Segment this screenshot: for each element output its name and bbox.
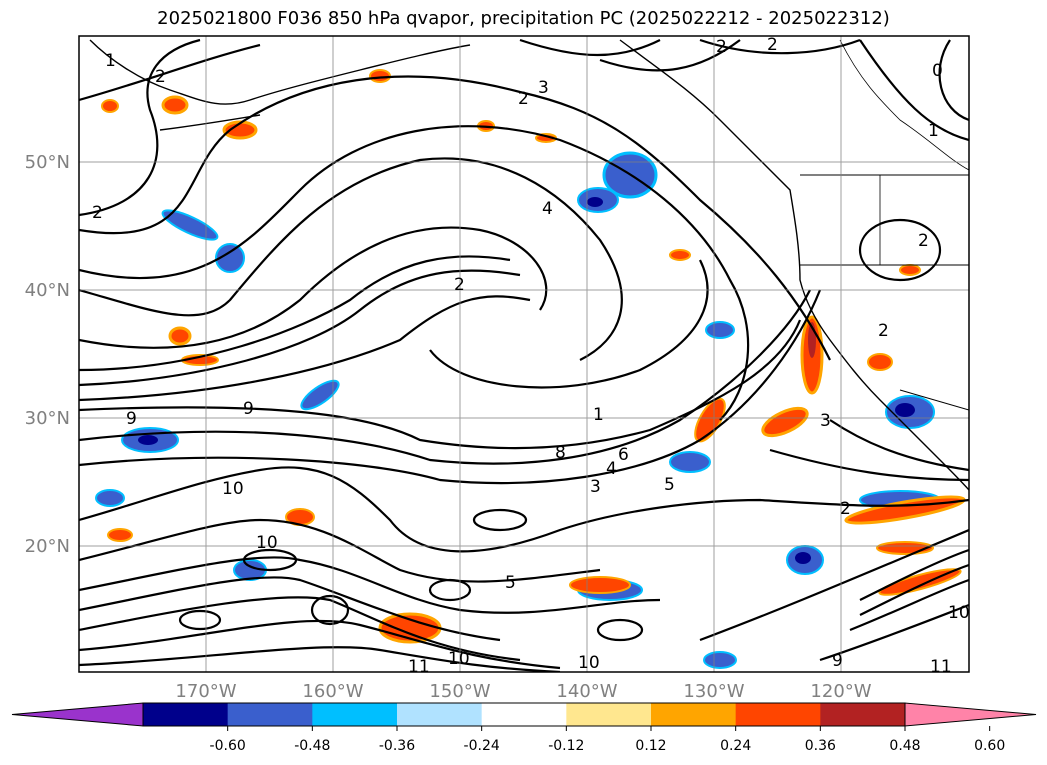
contour-label: 4	[542, 199, 553, 219]
contour-label: 3	[820, 411, 831, 431]
contour-label: 4	[606, 459, 617, 479]
qvapor-contours	[79, 38, 969, 672]
lat-label: 20°N	[25, 536, 70, 557]
map-frame	[78, 35, 970, 673]
contour-label: 11	[930, 657, 952, 677]
contour-label: 8	[555, 443, 566, 463]
lon-label: 130°W	[683, 681, 744, 702]
colorbar-segment	[651, 703, 737, 726]
colorbar-segment	[820, 703, 906, 726]
colorbar-segment	[227, 703, 313, 726]
contour-label: 10	[256, 533, 278, 553]
colorbar-tick-label: 0.12	[635, 738, 666, 754]
longitude-labels: 170°W 160°W 150°W 140°W 130°W 120°W	[175, 681, 871, 702]
lon-label: 170°W	[175, 681, 236, 702]
contour-labels: 1 2 2 2 3 2 2 2 4 2 0 1 2 9 9 10 10 8 6 …	[92, 35, 970, 677]
contour-label: 2	[840, 499, 851, 519]
contour-label: 2	[518, 89, 529, 109]
contour-label: 11	[408, 657, 430, 677]
map-plot-area	[79, 36, 969, 672]
colorbar-segment	[481, 703, 567, 726]
colorbar-tick-label: -0.12	[548, 738, 584, 754]
contour-label: 5	[664, 475, 675, 495]
lon-label: 150°W	[429, 681, 490, 702]
colorbar-extend-low	[11, 702, 144, 727]
colorbar-extend-high	[904, 702, 1037, 727]
contour-label: 9	[243, 399, 254, 419]
colorbar-tick-label: -0.24	[464, 738, 500, 754]
colorbar-tick-label: -0.48	[294, 738, 330, 754]
contour-label: 1	[105, 51, 116, 71]
contour-label: 10	[222, 479, 244, 499]
contour-label: 1	[593, 405, 604, 425]
map-title: 2025021800 F036 850 hPa qvapor, precipit…	[157, 8, 890, 29]
contour-label: 10	[948, 603, 970, 623]
contour-label: 5	[505, 573, 516, 593]
colorbar-segment	[312, 703, 398, 726]
lat-label: 40°N	[25, 280, 70, 301]
colorbar-tick-label: 0.60	[974, 738, 1005, 754]
colorbar-frame	[142, 702, 906, 727]
contour-label: 2	[716, 37, 727, 57]
contour-label: 10	[578, 653, 600, 673]
lon-label: 160°W	[302, 681, 363, 702]
contour-label: 2	[454, 275, 465, 295]
contour-label: 3	[538, 78, 549, 98]
colorbar-tick-label: 0.48	[889, 738, 920, 754]
contour-label: 3	[590, 477, 601, 497]
colorbar-tick-label: -0.60	[210, 738, 246, 754]
contour-closed-cells	[178, 218, 942, 642]
contour-label: 1	[928, 121, 939, 141]
coastlines	[89, 39, 969, 491]
contour-label: 9	[832, 651, 843, 671]
colorbar-segment	[566, 703, 652, 726]
colorbar-segment	[397, 703, 483, 726]
gridlines	[79, 36, 969, 672]
contour-label: 2	[155, 67, 166, 87]
contour-label: 9	[126, 409, 137, 429]
lat-label: 50°N	[25, 152, 70, 173]
contour-label: 0	[932, 61, 943, 81]
colorbar-segment	[143, 703, 229, 726]
contour-label: 6	[618, 445, 629, 465]
lon-label: 120°W	[810, 681, 871, 702]
colorbar-tick-label: -0.36	[379, 738, 415, 754]
latitude-labels: 50°N 40°N 30°N 20°N	[25, 152, 70, 557]
lat-label: 30°N	[25, 408, 70, 429]
contour-label: 2	[92, 203, 103, 223]
colorbar-tick-label: 0.24	[720, 738, 751, 754]
colorbar-tick-label: 0.36	[805, 738, 836, 754]
contour-label: 2	[767, 35, 778, 55]
contour-label: 10	[448, 649, 470, 669]
colorbar: -0.60 -0.48 -0.36 -0.24 -0.12 0.12 0.24 0.36 0.4…	[11, 702, 1037, 754]
colorbar-segment	[735, 703, 821, 726]
contour-label: 2	[878, 321, 889, 341]
contour-label: 2	[918, 231, 929, 251]
lon-label: 140°W	[556, 681, 617, 702]
